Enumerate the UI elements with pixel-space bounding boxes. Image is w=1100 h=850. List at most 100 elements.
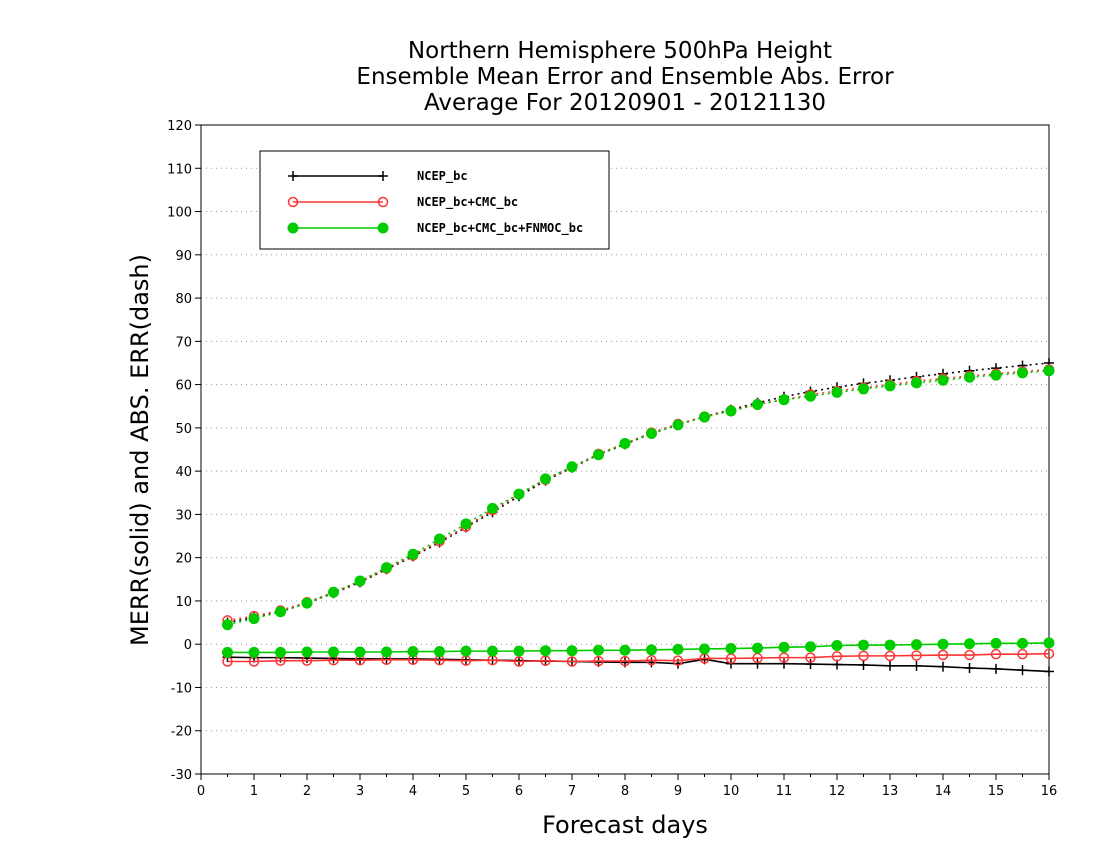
series-1-mean-err-point: [938, 661, 948, 672]
series-3-abs-err-point: [275, 606, 286, 618]
series-2-mean-err-point: [831, 651, 843, 662]
x-tick-label: 12: [829, 784, 846, 799]
y-tick-label: 30: [175, 508, 192, 523]
series-3-mean-err-point: [884, 639, 896, 651]
x-tick-label: 2: [303, 784, 311, 799]
series-3-mean-err-point: [593, 644, 604, 656]
y-axis-title: MERR(solid) and ABS. ERR(dash): [126, 254, 154, 646]
series-3-abs-err-point: [990, 369, 1002, 381]
y-tick-label: 70: [175, 335, 192, 350]
series-3-mean-err-point: [275, 646, 286, 658]
series-3-abs-err-point: [778, 394, 790, 406]
series-1-mean-err-point: [911, 660, 922, 671]
x-tick-label: 0: [197, 784, 205, 799]
series-2-mean-err-point: [805, 652, 816, 663]
series-3-mean-err-point: [222, 646, 233, 658]
series-3-mean-err-point: [381, 646, 392, 658]
x-tick-label: 13: [882, 784, 899, 799]
legend-marker-start-2: [287, 196, 299, 208]
series-2-mean-err-point: [884, 650, 896, 662]
series-2-mean-err-point: [778, 652, 790, 663]
series-3-mean-err-point: [752, 642, 763, 654]
x-tick-label: 15: [988, 784, 1005, 799]
legend-marker-end-1: [378, 171, 388, 181]
series-3-abs-err-point: [1043, 365, 1055, 377]
series-3-abs-err-point: [381, 562, 392, 574]
legend-marker-start-1: [288, 171, 298, 181]
series-3-mean-err-point: [858, 639, 869, 651]
series-3-abs-err-point: [593, 449, 604, 461]
series-2-mean-err-point: [858, 650, 869, 662]
y-tick-label: 20: [175, 552, 192, 567]
series-3-mean-err-point: [619, 644, 631, 656]
series-3-abs-err-point: [725, 405, 737, 417]
x-tick-label: 11: [776, 784, 793, 799]
series-3-mean-err-point: [672, 643, 684, 655]
series-2-mean-err-line: [227, 652, 1050, 663]
series-3-abs-err-point: [460, 518, 472, 530]
legend-label-2: NCEP_bc+CMC_bc: [417, 195, 518, 210]
series-3-abs-err-point: [301, 597, 313, 609]
series-3-abs-err-line: [227, 369, 1050, 626]
series-3-mean-err-point: [831, 639, 843, 651]
series-3-abs-err-point: [434, 533, 445, 545]
series-3-abs-err-point: [964, 371, 975, 383]
series-2-mean-err-point: [513, 656, 525, 667]
series-3-mean-err-line: [227, 642, 1050, 654]
series-1-mean-err-point: [1017, 665, 1028, 676]
series-1-mean-err-point: [752, 658, 763, 669]
series-2-mean-err-point: [964, 649, 975, 661]
series-1-mean-err-point: [991, 663, 1001, 674]
series-3-mean-err-point: [407, 646, 419, 658]
series-2-mean-err-point: [619, 655, 631, 667]
legend-label-1: NCEP_bc: [417, 169, 468, 184]
series-1-mean-err-point: [885, 660, 895, 671]
series-2-abs-err-line: [227, 368, 1050, 622]
series-3-mean-err-point: [964, 638, 975, 650]
legend-marker-start-3: [287, 222, 299, 234]
series-3-abs-err-point: [646, 427, 657, 439]
series-3-abs-err-point: [328, 586, 339, 598]
series-1-mean-err-line: [227, 656, 1050, 673]
series-3-abs-err-point: [699, 411, 710, 423]
series-3-abs-err-point: [354, 575, 366, 587]
series-3-mean-err-point: [699, 643, 710, 655]
series-3-mean-err-point: [778, 641, 790, 653]
series-3-mean-err-point: [301, 646, 313, 658]
x-tick-label: 6: [515, 784, 523, 799]
series-2-mean-err-point: [937, 649, 949, 661]
series-1-abs-err-line: [227, 362, 1050, 624]
series-3-abs-err-point: [805, 390, 816, 402]
y-tick-label: 90: [175, 249, 192, 264]
y-tick-label: 100: [167, 206, 192, 221]
series-3-abs-err-point: [222, 619, 233, 631]
series-1-mean-err-point: [858, 659, 869, 670]
y-tick-label: 80: [175, 292, 192, 307]
series-3-mean-err-point: [540, 645, 551, 657]
series-3-mean-err-point: [725, 643, 737, 655]
series-1-mean-err-point: [805, 659, 816, 670]
x-axis-title: Forecast days: [542, 811, 708, 839]
series-3-mean-err-point: [646, 644, 657, 656]
series-3-mean-err-point: [434, 646, 445, 658]
series-3-abs-err-point: [831, 386, 843, 398]
series-3-abs-err-point: [513, 488, 525, 500]
series-3-mean-err-point: [487, 645, 498, 657]
series-3-mean-err-point: [1043, 637, 1055, 649]
series-3-abs-err-point: [1017, 367, 1028, 379]
series-2-mean-err-point: [1017, 648, 1028, 660]
title-line-2: Ensemble Mean Error and Ensemble Abs. Er…: [356, 64, 894, 90]
series-3-mean-err-point: [354, 646, 366, 658]
series-3-abs-err-point: [858, 383, 869, 395]
series-3-mean-err-point: [937, 638, 949, 650]
chart-title: Northern Hemisphere 500hPa Height Ensemb…: [356, 38, 894, 116]
x-tick-label: 10: [723, 784, 740, 799]
legend-label-3: NCEP_bc+CMC_bc+FNMOC_bc: [417, 221, 583, 236]
series-3-abs-err-point: [487, 502, 498, 514]
series-1-mean-err-point: [779, 658, 789, 669]
legend-marker-end-3: [377, 222, 389, 234]
series-3-abs-err-point: [911, 377, 922, 389]
series-3-mean-err-point: [805, 641, 816, 653]
series-2-mean-err-point: [911, 650, 922, 661]
